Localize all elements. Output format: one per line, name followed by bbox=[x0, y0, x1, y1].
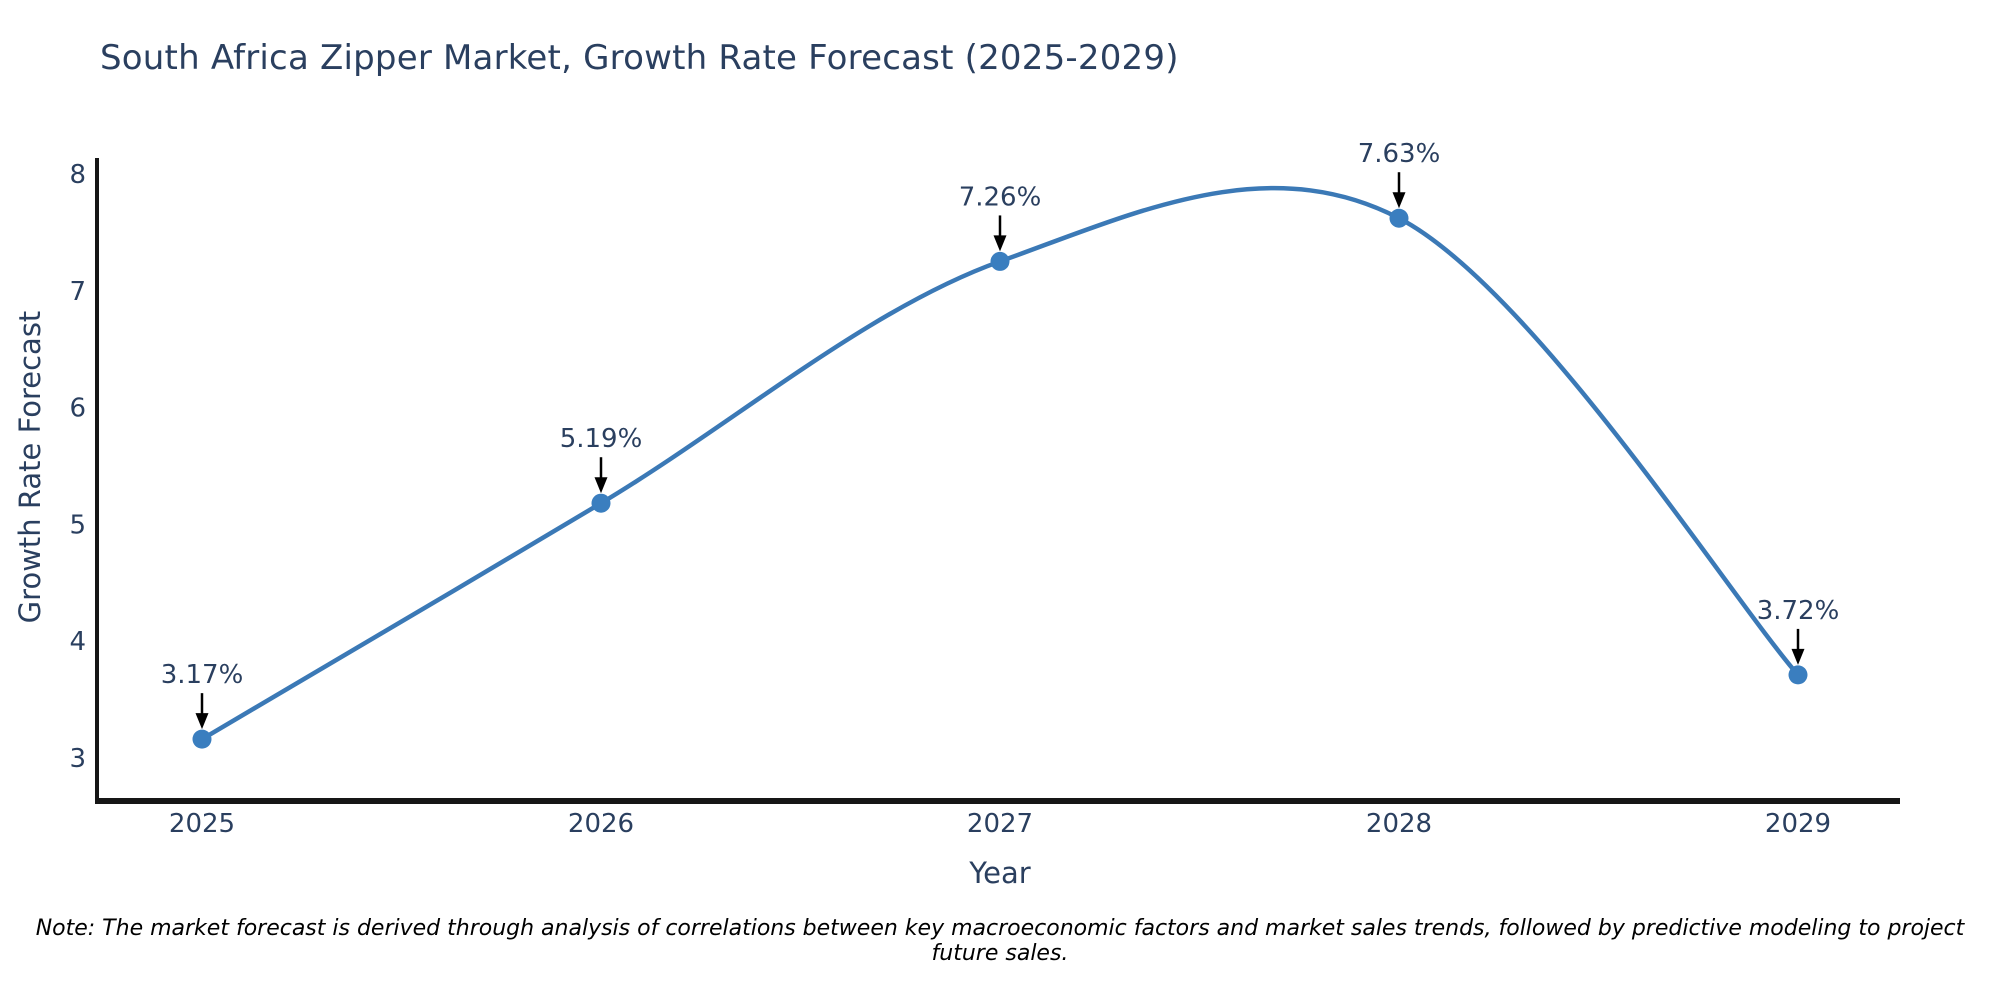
x-tick-label: 2029 bbox=[1765, 809, 1831, 839]
data-point-label: 7.63% bbox=[1358, 139, 1441, 169]
x-axis-title: Year bbox=[969, 856, 1031, 890]
data-point-label: 7.26% bbox=[959, 182, 1042, 212]
y-tick-label: 8 bbox=[69, 160, 86, 190]
data-point-marker[interactable] bbox=[591, 493, 611, 513]
data-point-label: 3.72% bbox=[1757, 596, 1840, 626]
data-point-label: 5.19% bbox=[560, 424, 643, 454]
data-point-label: 3.17% bbox=[161, 660, 244, 690]
annotation-arrowhead bbox=[195, 713, 209, 730]
annotation-arrowhead bbox=[993, 235, 1007, 252]
data-point-marker[interactable] bbox=[1788, 665, 1808, 685]
y-tick-label: 6 bbox=[69, 394, 86, 424]
x-tick-label: 2028 bbox=[1366, 809, 1432, 839]
y-tick-label: 5 bbox=[69, 510, 86, 540]
annotation-arrowhead bbox=[1392, 192, 1406, 209]
chart-title: South Africa Zipper Market, Growth Rate … bbox=[100, 38, 1179, 78]
annotation-arrowhead bbox=[594, 477, 608, 494]
y-tick-label: 4 bbox=[69, 627, 86, 657]
x-tick-label: 2026 bbox=[568, 809, 634, 839]
x-tick-label: 2025 bbox=[169, 809, 235, 839]
footnote: Note: The market forecast is derived thr… bbox=[35, 916, 1965, 966]
y-tick-label: 3 bbox=[69, 744, 86, 774]
data-point-marker[interactable] bbox=[1389, 208, 1409, 228]
x-tick-label: 2027 bbox=[967, 809, 1033, 839]
annotation-arrowhead bbox=[1791, 648, 1805, 665]
y-tick-label: 7 bbox=[69, 277, 86, 307]
y-axis-title: Growth Rate Forecast bbox=[13, 310, 47, 624]
data-point-marker[interactable] bbox=[192, 729, 212, 749]
data-point-marker[interactable] bbox=[990, 251, 1010, 271]
